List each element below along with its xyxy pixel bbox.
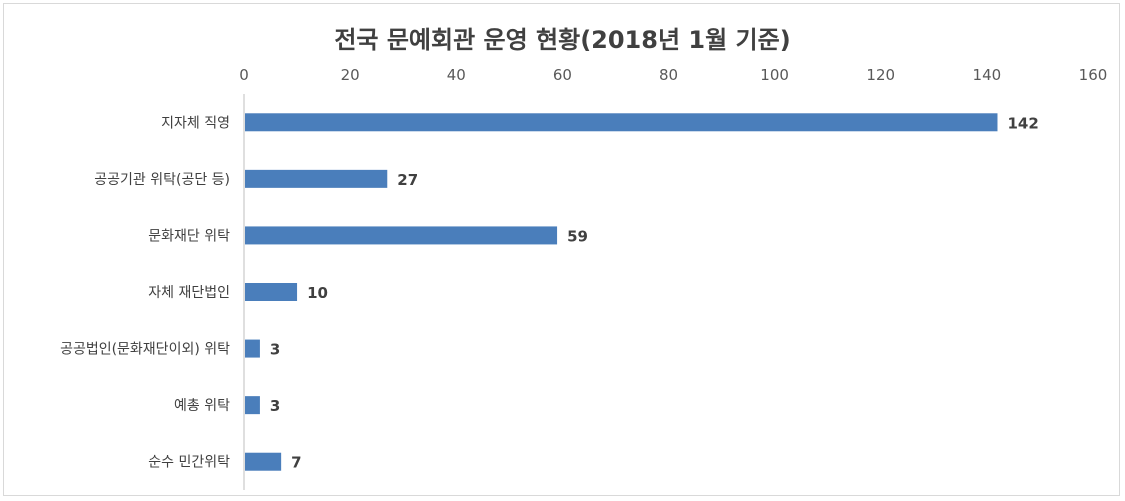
chart-frame [3,3,1120,496]
x-tick-label: 80 [659,66,678,84]
bar [245,169,388,188]
x-axis-ticks: 0 20 40 60 80 100 120 140 160 [239,66,1107,84]
data-label: 10 [307,284,328,302]
category-label: 문화재단 위탁 [148,228,230,244]
x-tick-label: 160 [1079,66,1108,84]
bar [245,396,260,415]
category-label: 예총 위탁 [174,398,230,414]
data-label: 142 [1007,114,1038,132]
x-tick-label: 60 [553,66,572,84]
data-label: 3 [270,341,280,359]
data-label: 27 [397,171,418,189]
category-label: 순수 민간위탁 [148,455,230,471]
data-label: 3 [270,397,280,415]
x-tick-label: 40 [447,66,466,84]
x-tick-label: 140 [973,66,1002,84]
bar [245,113,998,132]
x-tick-label: 100 [760,66,789,84]
data-labels: 142 27 59 10 3 3 7 [270,114,1039,471]
bar [245,339,260,358]
bar [245,452,282,471]
bars-group [245,113,998,471]
category-label: 공공기관 위탁(공단 등) [94,172,230,188]
x-tick-label: 0 [239,66,249,84]
chart-title: 전국 문예회관 운영 현황(2018년 1월 기준) [334,26,791,54]
x-tick-label: 20 [341,66,360,84]
category-label: 공공법인(문화재단이외) 위탁 [60,342,230,358]
category-label: 지자체 직영 [161,115,230,131]
category-label: 자체 재단법인 [148,285,230,301]
data-label: 7 [291,454,301,472]
bar [245,283,298,301]
bar [245,226,558,245]
data-label: 59 [567,227,588,245]
x-tick-label: 120 [866,66,895,84]
